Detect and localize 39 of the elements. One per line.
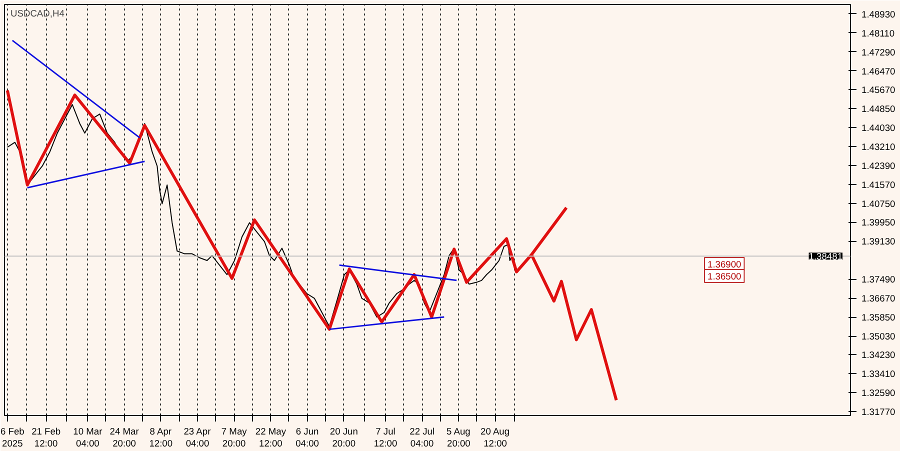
x-tick-label: 10 Mar 04:00	[73, 426, 102, 448]
y-tick-label: 1.44030	[862, 123, 896, 134]
x-tick-label: 22 Jul 04:00	[410, 426, 435, 448]
y-tick-label: 1.47290	[862, 47, 896, 58]
y-tick-label: 1.46470	[862, 66, 896, 76]
y-tick-label: 1.41570	[862, 180, 896, 190]
y-tick-label: 1.42390	[862, 161, 896, 172]
y-tick-label: 1.48930	[862, 10, 896, 20]
annotation: 1.36900	[708, 260, 742, 270]
x-tick-label: 5 Aug 20:00	[446, 426, 470, 448]
x-tick-label: 20 Jun 20:00	[330, 426, 358, 448]
x-tick-label: 24 Mar 20:00	[110, 426, 139, 448]
y-tick-label: 1.35850	[862, 312, 896, 323]
y-tick-label: 1.31770	[862, 407, 896, 418]
y-tick-label: 1.37490	[862, 274, 896, 285]
y-tick-label: 1.34230	[862, 350, 896, 360]
y-tick-label: 1.43210	[862, 142, 896, 152]
y-tick-label: 1.32590	[862, 388, 896, 398]
chart-title: USDCAD,H4	[10, 8, 64, 18]
annotation: 1.36500	[708, 272, 742, 282]
x-tick-label: 6 Jun 04:00	[296, 426, 319, 448]
y-tick-label: 1.44850	[862, 104, 896, 114]
y-tick-label: 1.40750	[862, 199, 896, 210]
ref-line-label: 1.38481	[808, 252, 843, 262]
y-tick-label: 1.39950	[862, 218, 896, 228]
y-tick-label: 1.36670	[862, 294, 896, 304]
x-tick-label: 22 May 12:00	[255, 426, 286, 448]
x-tick-label: 7 May 20:00	[221, 426, 248, 448]
y-tick-label: 1.35030	[862, 332, 896, 342]
x-tick-label: 7 Jul 12:00	[374, 426, 398, 448]
x-tick-label: 8 Apr 12:00	[149, 426, 173, 448]
y-tick-label: 1.45670	[862, 85, 896, 96]
y-tick-label: 1.39130	[862, 236, 896, 247]
x-tick-label: 21 Feb 12:00	[32, 426, 61, 448]
x-tick-label: 20 Aug 12:00	[480, 426, 510, 448]
x-tick-label: 6 Feb 2025	[0, 426, 24, 448]
y-tick-label: 1.48110	[862, 28, 895, 38]
y-tick-label: 1.33410	[862, 369, 896, 380]
x-tick-label: 23 Apr 04:00	[184, 426, 211, 448]
